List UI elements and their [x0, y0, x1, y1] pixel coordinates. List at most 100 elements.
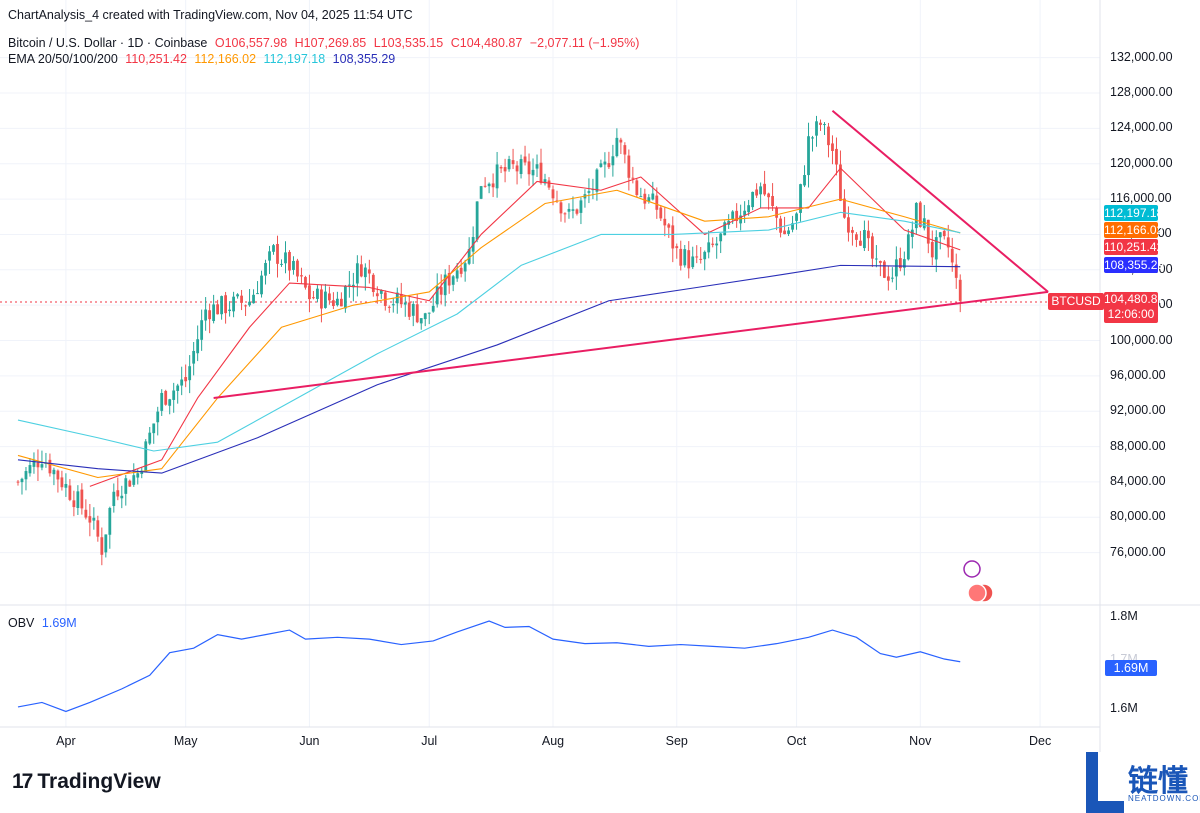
candle-body	[339, 298, 343, 307]
ema100-value: 112,197.18	[263, 52, 326, 66]
candle-body	[40, 464, 44, 468]
candle-body	[803, 175, 806, 186]
candle-body	[48, 459, 52, 474]
candle-body	[639, 196, 643, 198]
candle-body	[874, 258, 878, 260]
candle-body	[140, 470, 144, 474]
price-axis-label: 80,000.00	[1110, 509, 1166, 524]
high-value: H107,269.85	[294, 36, 367, 50]
candle-body	[407, 302, 411, 317]
candle-body	[759, 186, 763, 195]
candle-body	[463, 263, 467, 272]
candle-body	[256, 293, 259, 295]
price-axis-label: 96,000.00	[1110, 367, 1166, 382]
candle-body	[755, 189, 759, 196]
event-icons[interactable]	[963, 560, 994, 603]
candle-body	[359, 264, 363, 277]
candle-body	[20, 478, 24, 483]
candle-body	[208, 310, 212, 320]
candle-body	[56, 470, 60, 480]
candle-body	[236, 294, 239, 297]
candle-body	[643, 193, 647, 204]
candle-body	[355, 263, 359, 284]
candle-body	[679, 248, 683, 266]
candle-body	[296, 260, 299, 277]
candle-body	[535, 164, 539, 169]
obv-label: OBV	[8, 616, 35, 630]
low-value: L103,535.15	[373, 36, 444, 50]
candle-body	[200, 320, 204, 340]
candle-body	[288, 251, 291, 271]
candle-body	[954, 264, 958, 278]
chart-grid	[0, 0, 1100, 727]
last-price-value: 104,480.87	[1104, 292, 1165, 306]
candle-body	[519, 159, 523, 175]
us-flag-event-icon-2[interactable]	[967, 583, 987, 603]
candle-body	[918, 202, 922, 227]
ema-line	[89, 167, 961, 487]
candle-body	[855, 234, 858, 240]
ema-legend[interactable]: EMA 20/50/100/200 110,251.42 112,166.02 …	[8, 52, 399, 66]
ema20-value: 110,251.42	[125, 52, 187, 66]
candle-body	[60, 477, 64, 488]
candle-body	[80, 489, 84, 509]
candle-body	[32, 460, 36, 467]
tradingview-logo[interactable]: 17 TradingView	[12, 770, 161, 794]
candle-body	[719, 233, 723, 242]
candle-body	[164, 390, 168, 405]
symbol-title[interactable]: Bitcoin / U.S. Dollar · 1D · Coinbase	[8, 36, 208, 50]
price-axis-label: 92,000.00	[1110, 403, 1166, 418]
candle-body	[128, 480, 132, 487]
price-axis-label: 116,000.00	[1110, 191, 1172, 206]
price-axis-label: 132,000.00	[1110, 49, 1173, 64]
candle-body	[260, 275, 263, 295]
candle-body	[180, 379, 184, 386]
candle-body	[787, 230, 790, 234]
time-axis-label: Apr	[56, 734, 76, 748]
candle-body	[132, 475, 136, 485]
candle-body	[292, 260, 295, 270]
change-value: −2,077.11 (−1.95%)	[529, 36, 640, 50]
candle-body	[567, 208, 571, 212]
ema50-value: 112,166.02	[194, 52, 257, 66]
candle-body	[411, 304, 415, 316]
bar-countdown: 12:06:00	[1107, 307, 1155, 321]
candle-body	[795, 213, 798, 221]
obv-axis-label-low: 1.6M	[1110, 701, 1138, 715]
candle-body	[715, 243, 719, 246]
candle-body	[136, 473, 140, 478]
candle-body	[651, 193, 655, 200]
candle-body	[579, 200, 583, 213]
candle-body	[671, 225, 675, 249]
candle-body	[890, 277, 894, 279]
candle-body	[687, 250, 691, 269]
candle-body	[419, 318, 423, 324]
open-value: O106,557.98	[214, 36, 288, 50]
candle-body	[148, 432, 152, 444]
candle-body	[216, 304, 220, 315]
candle-body	[655, 195, 659, 210]
candle-body	[902, 259, 906, 268]
candle-body	[599, 163, 603, 167]
ema-line	[17, 264, 961, 474]
candle-body	[946, 237, 950, 248]
candle-body	[224, 295, 227, 314]
candle-body	[559, 202, 563, 214]
candle-body	[28, 465, 32, 474]
candle-body	[16, 481, 20, 483]
candle-body	[735, 210, 739, 221]
candle-body	[379, 290, 383, 294]
candle-body	[96, 520, 100, 537]
flash-event-icon[interactable]	[963, 560, 981, 578]
candle-body	[707, 242, 711, 253]
obv-legend[interactable]: OBV 1.69M	[8, 616, 81, 630]
candle-body	[791, 223, 794, 230]
candle-body	[272, 245, 275, 252]
candle-body	[308, 285, 311, 300]
candle-body	[84, 509, 88, 518]
candle-body	[431, 305, 435, 312]
chart-credit-line: ChartAnalysis_4 created with TradingView…	[8, 8, 413, 22]
candle-body	[607, 163, 611, 168]
candle-body	[886, 276, 890, 281]
